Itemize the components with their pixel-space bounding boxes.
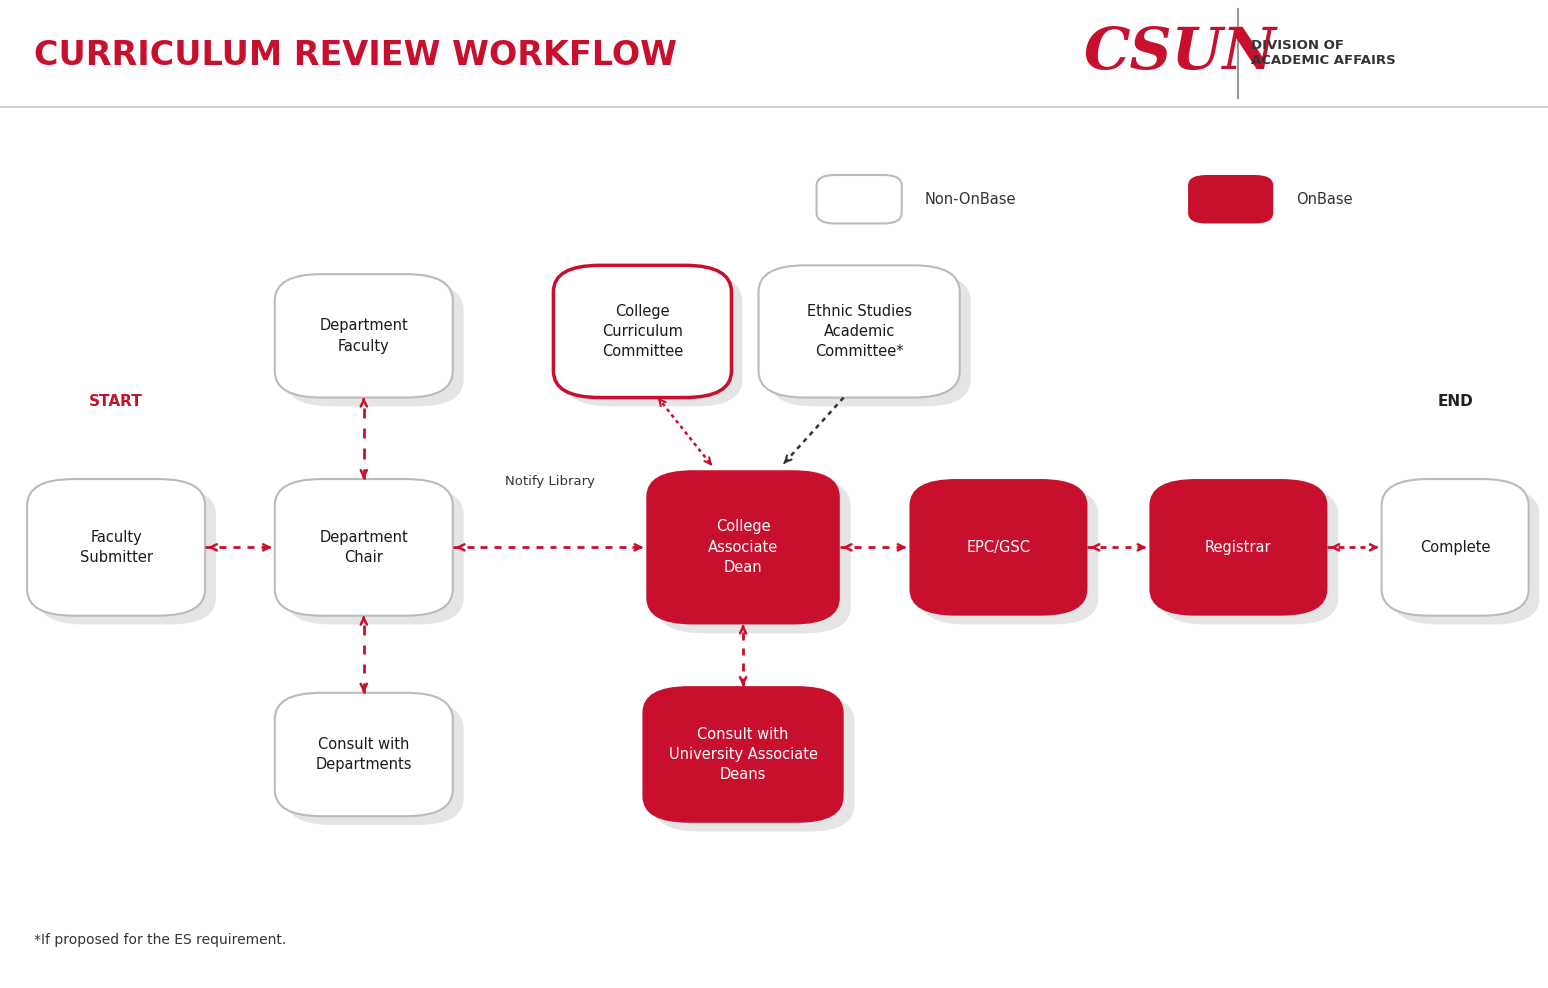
- Text: Registrar: Registrar: [1204, 539, 1272, 555]
- FancyBboxPatch shape: [276, 693, 452, 816]
- Text: Ethnic Studies
Academic
Committee*: Ethnic Studies Academic Committee*: [807, 303, 912, 360]
- Text: College
Associate
Dean: College Associate Dean: [707, 520, 779, 575]
- Text: Faculty
Submitter: Faculty Submitter: [79, 530, 153, 565]
- FancyBboxPatch shape: [554, 266, 731, 397]
- Text: CSUN: CSUN: [1084, 25, 1277, 82]
- FancyBboxPatch shape: [37, 488, 217, 624]
- Text: Non-OnBase: Non-OnBase: [926, 192, 1017, 206]
- Text: END: END: [1437, 394, 1474, 409]
- FancyBboxPatch shape: [920, 488, 1099, 624]
- FancyBboxPatch shape: [1149, 479, 1328, 616]
- FancyBboxPatch shape: [285, 701, 464, 825]
- FancyBboxPatch shape: [817, 175, 902, 223]
- FancyBboxPatch shape: [1381, 479, 1528, 616]
- Text: *If proposed for the ES requirement.: *If proposed for the ES requirement.: [34, 933, 286, 947]
- FancyBboxPatch shape: [1393, 488, 1539, 624]
- Text: START: START: [90, 394, 142, 409]
- FancyBboxPatch shape: [647, 470, 839, 624]
- Text: OnBase: OnBase: [1297, 192, 1353, 206]
- Text: CURRICULUM REVIEW WORKFLOW: CURRICULUM REVIEW WORKFLOW: [34, 39, 676, 72]
- FancyBboxPatch shape: [285, 488, 464, 624]
- FancyBboxPatch shape: [1161, 488, 1337, 624]
- FancyBboxPatch shape: [769, 274, 971, 406]
- Text: Department
Chair: Department Chair: [319, 530, 409, 565]
- FancyBboxPatch shape: [276, 274, 452, 397]
- Text: Department
Faculty: Department Faculty: [319, 318, 409, 354]
- Text: Consult with
University Associate
Deans: Consult with University Associate Deans: [669, 726, 817, 782]
- FancyBboxPatch shape: [642, 686, 844, 823]
- FancyBboxPatch shape: [656, 479, 851, 633]
- FancyBboxPatch shape: [26, 479, 204, 616]
- FancyBboxPatch shape: [910, 479, 1087, 616]
- Text: Notify Library: Notify Library: [505, 475, 594, 488]
- FancyBboxPatch shape: [285, 283, 464, 406]
- FancyBboxPatch shape: [276, 479, 452, 616]
- Text: DIVISION OF
ACADEMIC AFFAIRS: DIVISION OF ACADEMIC AFFAIRS: [1251, 40, 1396, 67]
- FancyBboxPatch shape: [563, 274, 743, 406]
- Text: EPC/GSC: EPC/GSC: [966, 539, 1031, 555]
- Text: College
Curriculum
Committee: College Curriculum Committee: [602, 303, 683, 360]
- FancyBboxPatch shape: [759, 266, 960, 397]
- Text: Complete: Complete: [1420, 539, 1491, 555]
- Text: Consult with
Departments: Consult with Departments: [316, 737, 412, 773]
- FancyBboxPatch shape: [1189, 175, 1274, 223]
- FancyBboxPatch shape: [653, 695, 854, 832]
